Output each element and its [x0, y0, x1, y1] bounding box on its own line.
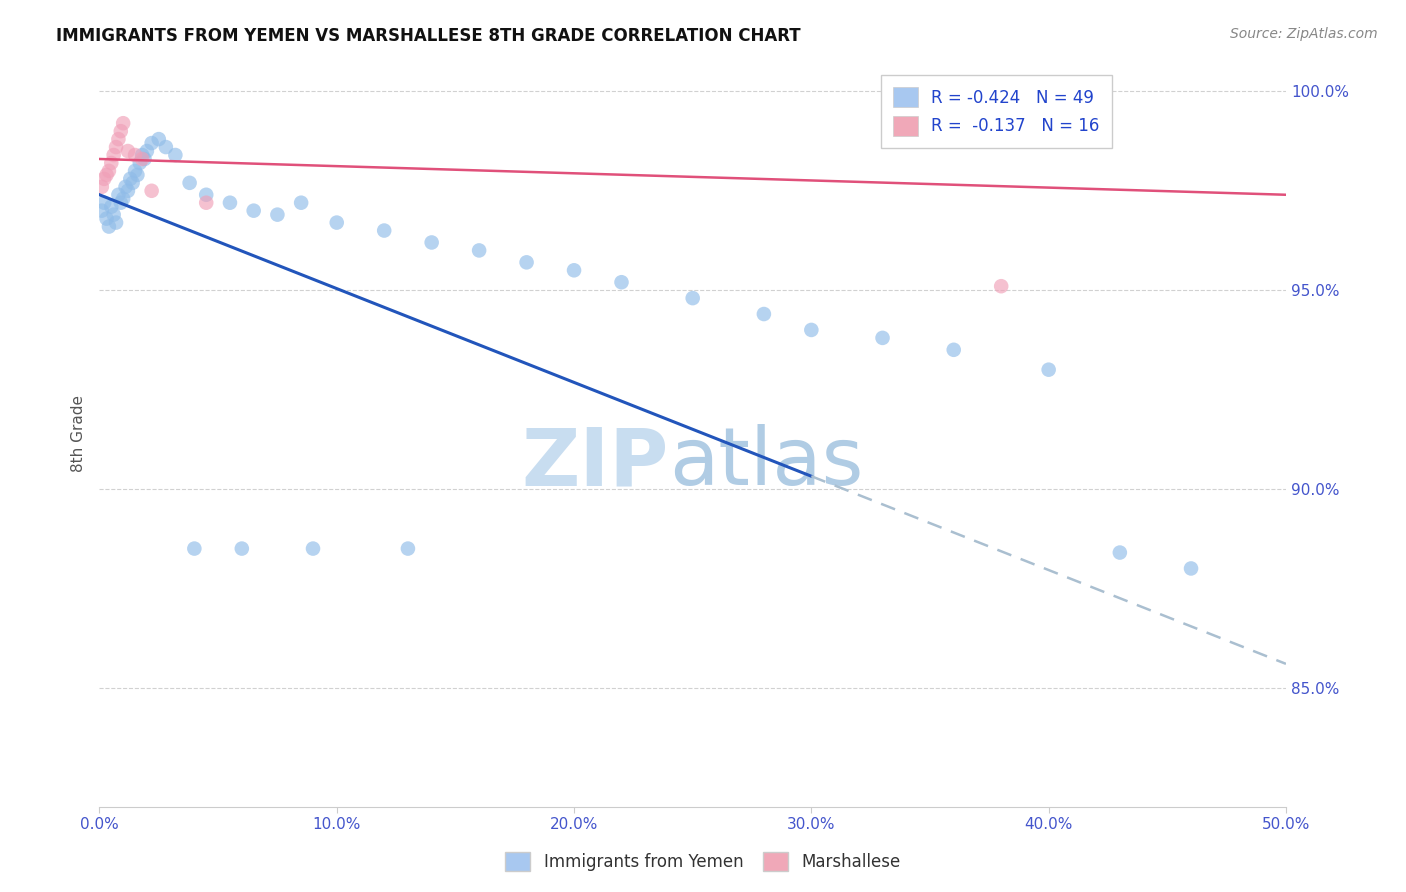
Point [128, 156, 150, 170]
Point [117, 184, 139, 198]
Point [326, 216, 349, 230]
Point [266, 208, 288, 222]
Point [110, 195, 132, 210]
Point [120, 172, 142, 186]
Point [219, 195, 242, 210]
Legend: Immigrants from Yemen, Marshallese: Immigrants from Yemen, Marshallese [496, 843, 910, 880]
Point [610, 275, 633, 289]
Point [183, 541, 205, 556]
Point [100, 200, 122, 214]
Point [90, 179, 112, 194]
Legend: R = -0.424   N = 49, R =  -0.137   N = 16: R = -0.424 N = 49, R = -0.137 N = 16 [882, 76, 1112, 148]
Point [155, 140, 177, 154]
Point [290, 195, 312, 210]
Point [131, 148, 153, 162]
Point [105, 140, 128, 154]
Point [97, 164, 120, 178]
Point [100, 156, 122, 170]
Text: IMMIGRANTS FROM YEMEN VS MARSHALLESE 8TH GRADE CORRELATION CHART: IMMIGRANTS FROM YEMEN VS MARSHALLESE 8TH… [56, 27, 801, 45]
Point [1038, 362, 1060, 376]
Point [396, 541, 419, 556]
Point [110, 124, 132, 138]
Point [107, 132, 129, 146]
Point [516, 255, 538, 269]
Point [1180, 561, 1202, 575]
Point [105, 216, 128, 230]
Point [93, 172, 115, 186]
Point [131, 152, 153, 166]
Point [103, 208, 125, 222]
Text: atlas: atlas [669, 425, 863, 502]
Point [97, 219, 120, 234]
Point [179, 176, 201, 190]
Point [800, 323, 823, 337]
Point [165, 148, 187, 162]
Point [373, 223, 395, 237]
Point [124, 164, 146, 178]
Point [114, 179, 136, 194]
Point [117, 144, 139, 158]
Point [752, 307, 775, 321]
Point [107, 187, 129, 202]
Point [112, 192, 135, 206]
Point [195, 187, 218, 202]
Point [112, 116, 135, 130]
Point [195, 195, 218, 210]
Point [242, 203, 264, 218]
Point [127, 168, 149, 182]
Point [562, 263, 585, 277]
Point [148, 132, 170, 146]
Point [90, 203, 112, 218]
Point [96, 211, 118, 226]
Point [124, 148, 146, 162]
Point [872, 331, 894, 345]
Point [141, 136, 163, 150]
Point [96, 168, 118, 182]
Point [682, 291, 704, 305]
Point [135, 144, 157, 158]
Point [231, 541, 253, 556]
Text: ZIP: ZIP [522, 425, 669, 502]
Point [420, 235, 443, 250]
Point [121, 176, 143, 190]
Point [990, 279, 1012, 293]
Y-axis label: 8th Grade: 8th Grade [72, 395, 86, 472]
Point [103, 148, 125, 162]
Point [1108, 545, 1130, 559]
Point [302, 541, 325, 556]
Point [942, 343, 965, 357]
Point [134, 152, 156, 166]
Text: Source: ZipAtlas.com: Source: ZipAtlas.com [1230, 27, 1378, 41]
Point [141, 184, 163, 198]
Point [93, 195, 115, 210]
Point [468, 244, 491, 258]
